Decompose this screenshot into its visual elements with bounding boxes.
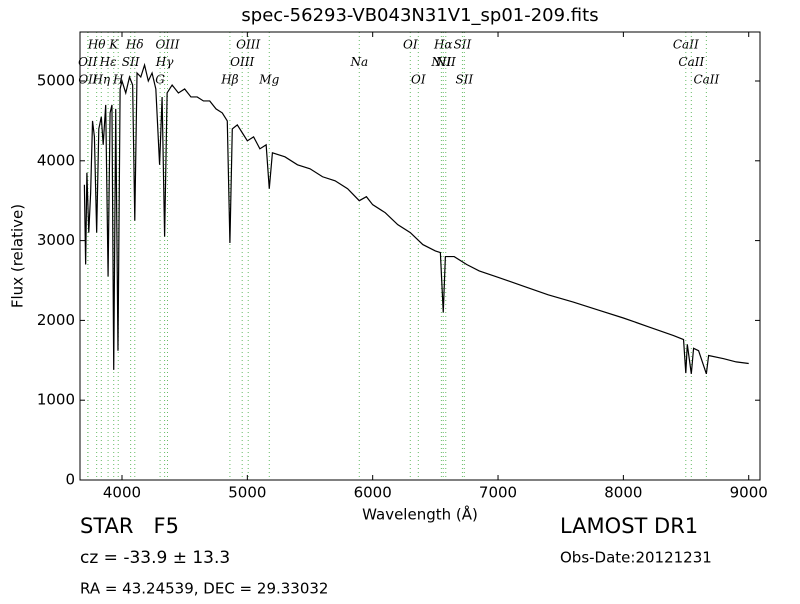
spectral-line-label: OI [411,73,426,87]
spectral-line-label: Hδ [125,38,144,52]
x-tick-label: 6000 [354,484,392,502]
spectral-line-label: G [155,73,165,87]
x-tick-label: 5000 [228,484,266,502]
y-tick-label: 4000 [37,151,75,169]
spectral-line-label: SII [455,73,473,87]
x-tick-label: 4000 [103,484,141,502]
spectral-line-label: SII [122,55,140,69]
annotation: cz = -33.9 ± 13.3 [80,548,230,568]
spectral-line-label: OII [78,73,98,87]
spectral-line-label: CaII [673,38,699,52]
annotation: Obs-Date:20121231 [560,549,712,567]
spectral-line-label: NII [430,55,451,69]
y-axis-label: Flux (relative) [9,204,27,308]
spectral-line-label: OI [403,38,418,52]
spectrum-line [83,62,749,375]
y-tick-label: 1000 [37,391,75,409]
spectral-line-label: Hθ [87,38,106,52]
spectral-line-label: H [112,73,124,87]
spectral-line-label: Hε [99,55,117,69]
plot-frame [79,31,761,481]
spectral-line-label: Mg [258,73,279,87]
spectral-line-label: CaII [693,73,719,87]
y-tick-label: 0 [65,471,75,489]
spectral-line-label: OIII [230,55,254,69]
annotation: LAMOST DR1 [560,514,698,538]
spectral-line-label: OIII [236,38,260,52]
chart-title: spec-56293-VB043N31V1_sp01-209.fits [241,5,598,26]
x-tick-label: 8000 [604,484,642,502]
spectral-line-label: K [108,38,119,52]
y-tick-label: 3000 [37,231,75,249]
spectral-line-label: SII [454,38,472,52]
x-tick-label: 7000 [479,484,517,502]
spectral-line-label: OII [78,55,98,69]
y-tick-label: 5000 [37,71,75,89]
spectral-line-label: Hα [433,38,453,52]
spectral-line-label: NII [435,55,456,69]
spectral-line-label: CaII [678,55,704,69]
x-tick-label: 9000 [730,484,768,502]
annotation: STAR F5 [80,514,179,538]
spectral-line-label: Hβ [220,73,238,87]
spectral-line-label: Na [349,55,368,69]
spectral-line-label: Hη [91,73,110,87]
x-axis-label: Wavelength (Å) [362,505,478,524]
spectral-line-label: OIII [155,38,179,52]
annotation: RA = 43.24539, DEC = 29.33032 [80,580,328,598]
spectral-line-label: Hγ [155,55,174,69]
y-tick-label: 2000 [37,311,75,329]
